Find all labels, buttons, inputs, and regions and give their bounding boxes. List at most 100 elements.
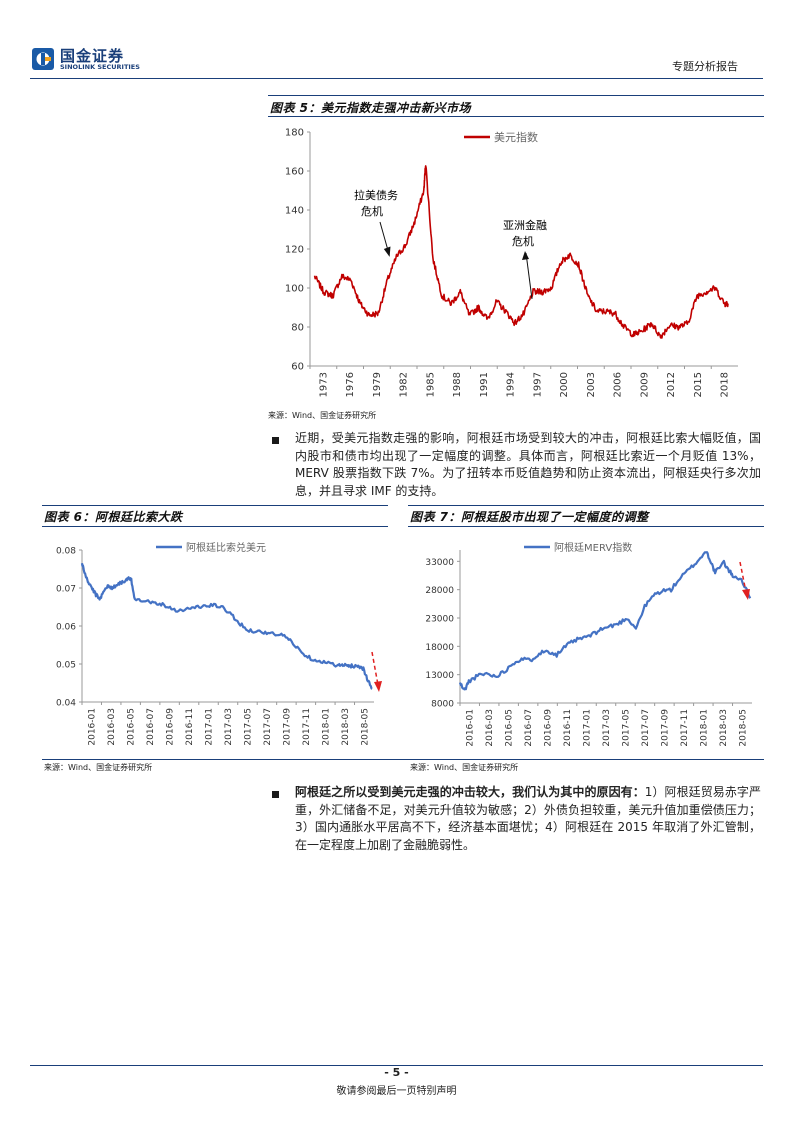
para2-body: 1）阿根廷贸易赤字严重，外汇储备不足，对美元升值较为敏感；2）外债负担较重，美元…: [295, 785, 761, 852]
fig7-series-line: [458, 551, 752, 691]
fig5-x-tick-label: 2012: [666, 372, 677, 397]
fig5-x-tick-label: 1973: [318, 372, 329, 397]
fig6-y-tick-label: 0.04: [56, 699, 76, 709]
fig6-x-tick-label: 2017-01: [205, 708, 215, 746]
fig5-y-tick-label: 100: [285, 284, 304, 295]
footer-disclaimer: 敬请参阅最后一页特别声明: [336, 1086, 457, 1097]
fig5-arrowhead-2: [522, 251, 529, 260]
fig6-y-tick-label: 0.08: [56, 547, 76, 557]
para2-bullet: [272, 791, 279, 798]
fig5-series-line: [313, 165, 729, 339]
fig5-x-tick-label: 2000: [559, 372, 570, 397]
fig5-title: 图表 5：美元指数走强冲击新兴市场: [270, 101, 472, 115]
fig6-trend-arrowhead: [374, 681, 382, 692]
fig6-title-rule: [42, 526, 388, 527]
fig7-title-rule: [408, 526, 764, 527]
fig6-x-tick-label: 2016-03: [107, 708, 117, 746]
fig7-x-tick-label: 2016-01: [466, 709, 476, 747]
fig5-legend-label: 美元指数: [494, 130, 538, 144]
fig7-x-tick-label: 2016-11: [563, 709, 573, 747]
fig7-legend-label: 阿根廷MERV指数: [554, 541, 632, 554]
fig6-source: 来源：Wind、国金证券研究所: [44, 763, 153, 772]
fig5-y-tick-label: 180: [285, 128, 304, 139]
fig7-x-tick-label: 2017-03: [602, 709, 612, 747]
fig5-y-tick-label: 120: [285, 245, 304, 256]
fig5-y-tick-label: 140: [285, 206, 304, 217]
fig5-x-tick-label: 1985: [425, 372, 436, 397]
fig5-x-tick-label: 2003: [586, 372, 597, 397]
fig7-x-tick-label: 2017-01: [583, 709, 593, 747]
fig7-y-tick-label: 18000: [425, 643, 454, 653]
fig5-x-tick-label: 2018: [720, 372, 731, 397]
fig5-x-tick-label: 2015: [693, 372, 704, 397]
fig7-y-tick-label: 23000: [425, 615, 454, 625]
fig7-x-tick-label: 2018-05: [738, 709, 748, 747]
fig6-x-tick-label: 2016-09: [166, 708, 176, 746]
fig5-x-tick-label: 1976: [345, 372, 356, 397]
fig7-x-tick-label: 2018-03: [719, 709, 729, 747]
logo-en: SINOLINK SECURITIES: [60, 63, 140, 71]
fig7-trend-arrow: [739, 561, 747, 593]
logo-cn: 国金证券: [60, 47, 125, 65]
fig7-y-tick-label: 28000: [425, 586, 454, 596]
fig6-y-tick-label: 0.06: [56, 623, 76, 633]
fig6-x-tick-label: 2018-03: [341, 708, 351, 746]
fig7-y-tick-label: 33000: [425, 558, 454, 568]
fig6-x-tick-label: 2016-01: [88, 708, 98, 746]
fig5-x-tick-label: 1994: [506, 372, 517, 397]
fig7-y-tick-label: 13000: [425, 671, 454, 681]
fig6-x-tick-label: 2016-05: [127, 708, 137, 746]
fig6-chart: 0.04 0.05 0.06 0.07 0.08 2016-01 2016-03 2016-0…: [56, 541, 382, 746]
fig5-x-tick-label: 1997: [532, 372, 543, 397]
fig6-y-tick-label: 0.05: [56, 661, 76, 671]
fig7-chart: 8000 13000 18000 23000 28000 33000 2016-01 2016…: [425, 541, 752, 747]
fig7-title: 图表 7：阿根廷股市出现了一定幅度的调整: [410, 510, 649, 524]
para2-bold: 阿根廷之所以受到美元走强的冲击较大，我们认为其中的原因有：: [295, 785, 645, 799]
fig5-x-tick-label: 2006: [613, 372, 624, 397]
fig7-trend-arrowhead: [742, 589, 750, 600]
fig5-x-tick-label: 1979: [372, 372, 383, 397]
footer-rule: [30, 1065, 763, 1066]
fig5-x-tick-label: 1988: [452, 372, 463, 397]
fig6-y-tick-label: 0.07: [56, 585, 76, 595]
fig5-y-tick-label: 80: [291, 323, 304, 334]
fig6-x-tick-label: 2017-03: [224, 708, 234, 746]
fig5-x-tick-label: 1982: [399, 372, 410, 397]
fig6-trend-arrow: [371, 651, 379, 686]
para1-bullet: [272, 437, 279, 444]
fig6-top-rule: [42, 505, 388, 506]
fig5-annotation-1a: 拉美债务: [354, 188, 398, 202]
fig5-annotation-2a: 亚洲金融: [503, 218, 547, 232]
fig7-x-tick-label: 2017-07: [641, 709, 651, 747]
fig5-y-tick-label: 160: [285, 167, 304, 178]
fig6-x-tick-label: 2017-05: [243, 708, 253, 746]
fig7-top-rule: [408, 505, 764, 506]
fig5-chart: 60 80 100 120 140 160 180 1973 1976 1979 1982 1985 1…: [285, 128, 738, 397]
fig5-arrow-2: [525, 252, 533, 300]
fig5-x-tick-label: 1991: [479, 372, 490, 397]
fig7-x-tick-label: 2016-09: [544, 709, 554, 747]
fig7-x-tick-label: 2016-07: [524, 709, 534, 747]
fig6-x-tick-label: 2016-07: [146, 708, 156, 746]
fig6-x-tick-label: 2017-11: [302, 708, 312, 746]
sinolink-logo-icon: [32, 48, 54, 70]
report-type: 专题分析报告: [672, 60, 738, 73]
fig7-source: 来源：Wind、国金证券研究所: [410, 763, 519, 772]
fig5-x-tick-label: 2009: [639, 372, 650, 397]
fig7-x-tick-label: 2018-01: [699, 709, 709, 747]
fig5-top-rule: [268, 95, 764, 96]
fig6-series-line: [80, 563, 373, 690]
fig6-title: 图表 6：阿根廷比索大跌: [44, 510, 183, 524]
fig7-x-tick-label: 2016-03: [485, 709, 495, 747]
fig6-x-tick-label: 2017-07: [263, 708, 273, 746]
fig6-x-tick-label: 2016-11: [185, 708, 195, 746]
fig6-x-tick-label: 2018-05: [360, 708, 370, 746]
fig5-annotation-1b: 危机: [361, 204, 383, 218]
fig7-x-tick-label: 2017-05: [621, 709, 631, 747]
para2-text: 阿根廷之所以受到美元走强的冲击较大，我们认为其中的原因有：1）阿根廷贸易赤字严重…: [295, 784, 761, 854]
fig6-legend-label: 阿根廷比索兑美元: [186, 541, 266, 554]
fig7-x-tick-label: 2017-11: [680, 709, 690, 747]
header-rule: [30, 78, 763, 79]
fig6-x-tick-label: 2018-01: [321, 708, 331, 746]
fig5-title-rule: [268, 116, 764, 117]
